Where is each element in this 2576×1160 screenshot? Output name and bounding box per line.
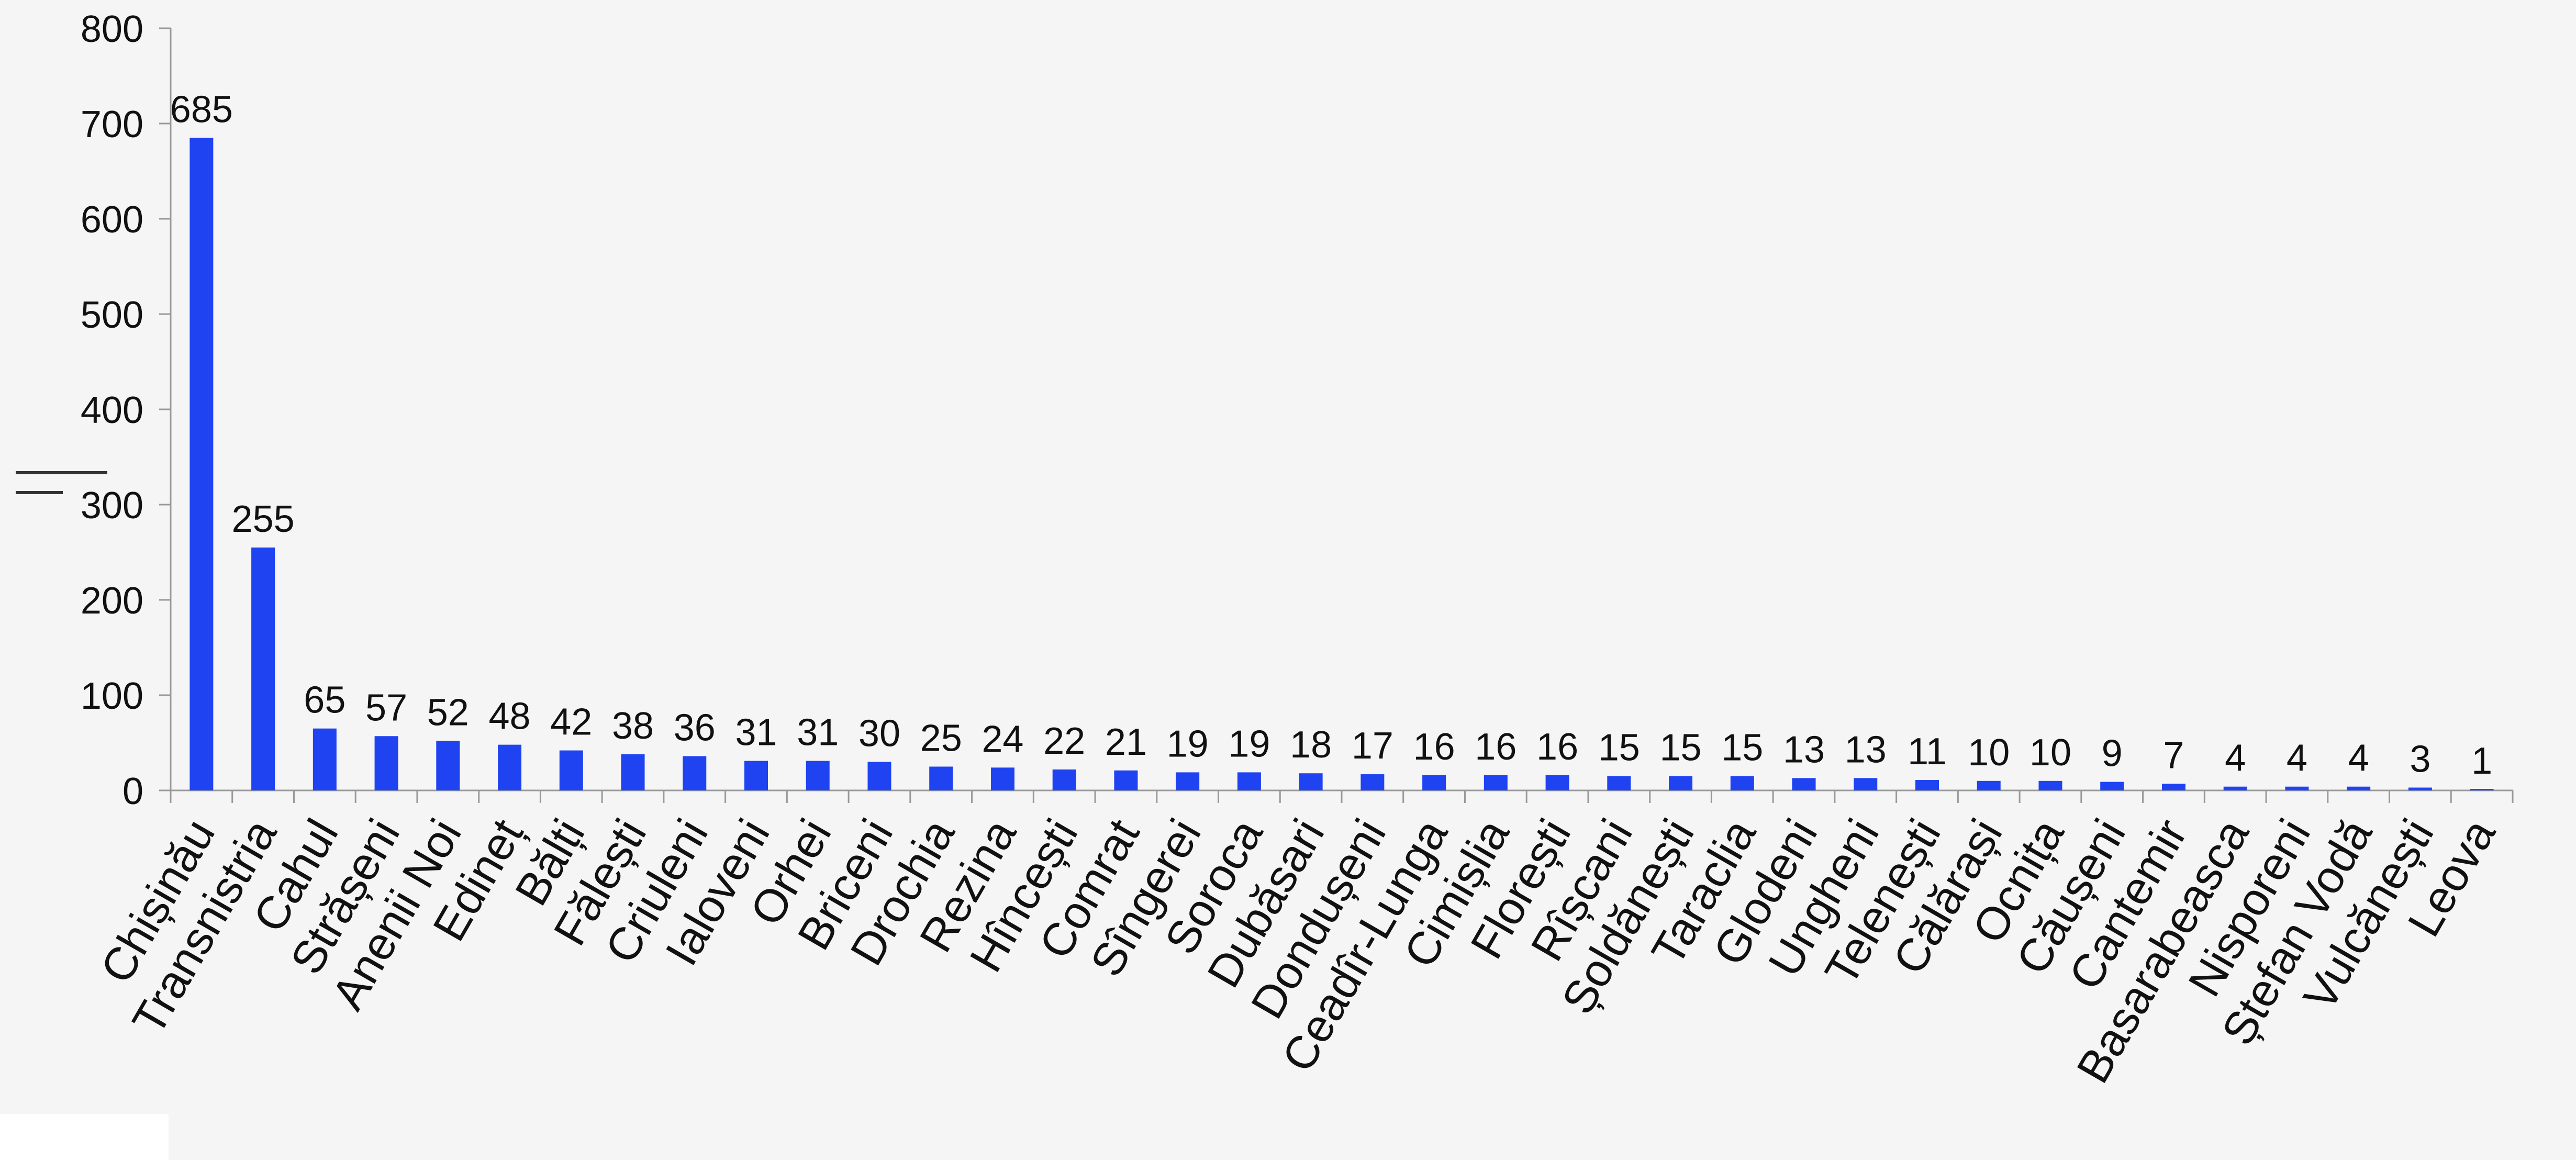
bar bbox=[1299, 773, 1323, 790]
y-tick-label: 0 bbox=[122, 771, 143, 812]
bar bbox=[313, 729, 337, 790]
data-label: 31 bbox=[797, 712, 839, 754]
bar bbox=[1361, 774, 1384, 790]
bar bbox=[1546, 775, 1569, 790]
data-label: 15 bbox=[1598, 727, 1640, 769]
data-label: 3 bbox=[2410, 739, 2430, 780]
bar bbox=[498, 745, 521, 790]
decoration-line bbox=[16, 471, 107, 474]
decoration-line bbox=[16, 491, 63, 494]
bar bbox=[1915, 780, 1939, 790]
data-label: 19 bbox=[1228, 723, 1270, 765]
data-label: 19 bbox=[1167, 723, 1209, 765]
data-label: 30 bbox=[858, 712, 900, 754]
bar bbox=[1607, 776, 1631, 790]
bar bbox=[806, 761, 830, 790]
y-tick-label: 700 bbox=[81, 104, 143, 146]
y-tick-label: 400 bbox=[81, 389, 143, 431]
bar bbox=[1792, 778, 1816, 790]
data-label: 9 bbox=[2102, 733, 2123, 775]
bar bbox=[375, 736, 398, 790]
data-label: 16 bbox=[1475, 726, 1516, 768]
data-label: 15 bbox=[1721, 727, 1763, 769]
data-label: 42 bbox=[550, 701, 592, 743]
bar bbox=[744, 761, 768, 790]
bar bbox=[189, 138, 213, 790]
bar bbox=[621, 754, 645, 790]
blank-area bbox=[0, 1114, 169, 1160]
bar bbox=[1669, 776, 1692, 790]
data-label: 22 bbox=[1043, 720, 1085, 762]
data-label: 685 bbox=[170, 88, 233, 130]
y-tick-label: 500 bbox=[81, 294, 143, 336]
bar bbox=[2038, 781, 2062, 790]
bar bbox=[991, 767, 1014, 790]
chart-axes bbox=[171, 28, 2513, 803]
data-label: 21 bbox=[1105, 721, 1147, 763]
y-tick-label: 600 bbox=[81, 199, 143, 241]
bar bbox=[560, 751, 583, 790]
data-label: 24 bbox=[982, 718, 1023, 760]
y-axis-decoration bbox=[16, 471, 107, 497]
bar bbox=[1854, 778, 1877, 790]
y-tick-label: 100 bbox=[81, 675, 143, 717]
y-tick-label: 200 bbox=[81, 580, 143, 622]
bar bbox=[867, 762, 891, 790]
bar bbox=[1237, 772, 1261, 790]
data-label: 13 bbox=[1783, 729, 1825, 771]
bar bbox=[1977, 781, 2001, 790]
bar bbox=[2100, 782, 2124, 790]
data-label: 4 bbox=[2348, 738, 2369, 779]
data-label: 31 bbox=[735, 712, 777, 754]
bar bbox=[2224, 787, 2247, 790]
y-tick-label: 800 bbox=[81, 8, 143, 50]
bar bbox=[1053, 769, 1076, 790]
data-label: 10 bbox=[2029, 732, 2071, 774]
data-label: 65 bbox=[304, 679, 345, 721]
bar bbox=[929, 767, 953, 791]
data-label: 13 bbox=[1845, 729, 1887, 771]
data-label: 11 bbox=[1908, 731, 1947, 773]
data-label: 17 bbox=[1352, 725, 1393, 767]
bar bbox=[2162, 784, 2185, 790]
data-label: 57 bbox=[365, 687, 407, 729]
data-label: 15 bbox=[1660, 727, 1702, 769]
data-label: 25 bbox=[920, 718, 962, 760]
data-label: 1 bbox=[2471, 740, 2492, 782]
data-label: 16 bbox=[1536, 726, 1578, 768]
x-axis-labels: ChișinăuTransnistriaCahulStrășeniAnenii … bbox=[90, 810, 2505, 1091]
bar bbox=[436, 741, 460, 790]
bar bbox=[1176, 772, 1199, 790]
bar bbox=[2347, 787, 2370, 790]
bar bbox=[1731, 776, 1754, 790]
data-label: 52 bbox=[427, 691, 469, 733]
bar bbox=[1114, 771, 1138, 790]
bar bbox=[1484, 775, 1508, 790]
bar bbox=[2470, 789, 2494, 790]
bar bbox=[2408, 788, 2432, 790]
bars-group bbox=[189, 138, 2493, 790]
data-label: 255 bbox=[232, 498, 295, 540]
bar bbox=[251, 548, 275, 790]
data-label: 18 bbox=[1290, 724, 1332, 766]
bar bbox=[2285, 787, 2309, 790]
data-label: 36 bbox=[674, 707, 716, 749]
data-label: 7 bbox=[2163, 734, 2184, 776]
data-label: 38 bbox=[612, 705, 654, 747]
data-label: 48 bbox=[489, 696, 531, 738]
data-label: 16 bbox=[1413, 726, 1455, 768]
data-label: 10 bbox=[1968, 732, 2010, 774]
bar bbox=[683, 756, 706, 790]
bar bbox=[1422, 775, 1446, 790]
data-label: 4 bbox=[2287, 738, 2307, 779]
data-label: 4 bbox=[2225, 738, 2246, 779]
